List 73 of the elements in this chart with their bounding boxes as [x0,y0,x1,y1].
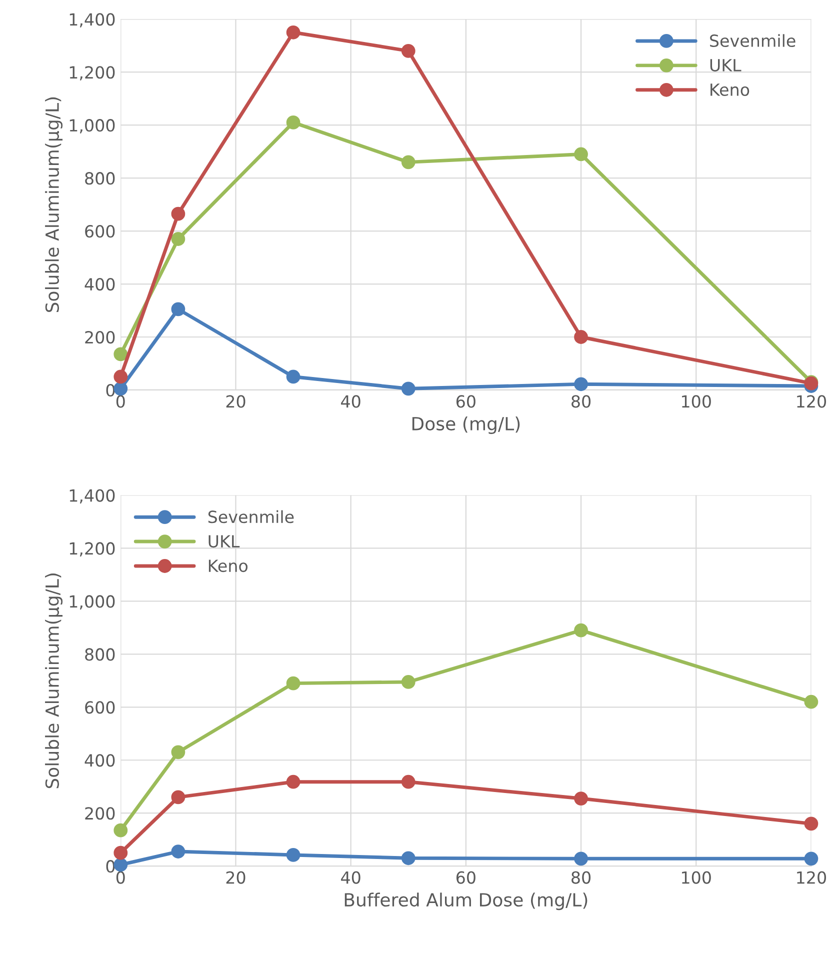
point [114,382,128,396]
y-tick-label: 800 [85,648,115,661]
point [286,848,300,862]
x-tick-label: 20 [226,871,246,884]
point [574,377,588,392]
y-tick-label: 200 [85,807,115,820]
point [114,370,128,384]
point [171,745,186,760]
y-tick-label: 0 [106,860,115,873]
point [286,116,300,130]
point [171,232,186,246]
point [171,302,186,316]
point [114,823,128,838]
x-tick-label: 80 [572,871,591,884]
y-tick-label: 0 [106,384,115,397]
x-tick-label: 0 [116,871,125,884]
y-axis-title: Soluble Aluminum(µg/L) [45,97,63,312]
y-tick-label: 600 [85,701,115,714]
y-tick-label: 200 [85,330,115,344]
point [574,330,588,344]
y-tick-label: 1,200 [70,66,115,80]
point [574,623,588,638]
x-tick-label: 100 [682,395,711,408]
x-axis-title: Dose (mg/L) [412,416,520,434]
x-tick-label: 120 [797,395,826,408]
point [114,858,128,872]
point [401,44,416,58]
point [804,816,818,831]
point [574,147,588,162]
legend-label: Keno [710,84,750,96]
x-tick-label: 80 [572,395,591,408]
point [286,774,300,789]
point [171,790,186,804]
x-tick-label: 40 [341,871,360,884]
legend-label: UKL [710,59,742,72]
point [401,774,416,789]
point [286,25,300,40]
x-tick-label: 120 [797,871,826,884]
y-tick-label: 1,200 [70,542,115,556]
x-tick-label: 60 [456,871,476,884]
y-tick-label: 800 [85,172,115,185]
y-tick-label: 400 [84,754,115,767]
point [804,852,818,866]
y-axis-title: Soluble Aluminum(µg/L) [45,574,63,788]
x-tick-label: 20 [226,395,246,408]
x-tick-label: 100 [682,871,711,884]
point [286,370,300,384]
point [114,846,128,860]
legend-label: Sevenmile [208,510,294,524]
point [401,851,416,866]
x-tick-label: 0 [116,395,125,408]
y-tick-label: 400 [84,278,115,291]
point [401,382,416,396]
y-tick-label: 1,000 [70,119,115,134]
point [171,844,186,858]
point [171,206,186,221]
point [804,694,818,709]
point [401,675,416,689]
point [114,347,128,362]
x-tick-label: 60 [456,395,476,408]
x-tick-label: 40 [341,395,360,408]
legend-label: UKL [208,535,240,548]
y-tick-label: 1,000 [70,595,115,610]
x-axis-title: Buffered Alum Dose (mg/L) [344,892,588,910]
point [401,155,416,170]
point [286,676,300,690]
legend-label: Keno [208,560,248,572]
y-tick-label: 600 [85,225,115,238]
y-tick-label: 1,400 [70,489,115,504]
point [574,852,588,866]
legend-label: Sevenmile [710,34,796,48]
y-tick-label: 1,400 [70,13,115,28]
point [574,792,588,806]
